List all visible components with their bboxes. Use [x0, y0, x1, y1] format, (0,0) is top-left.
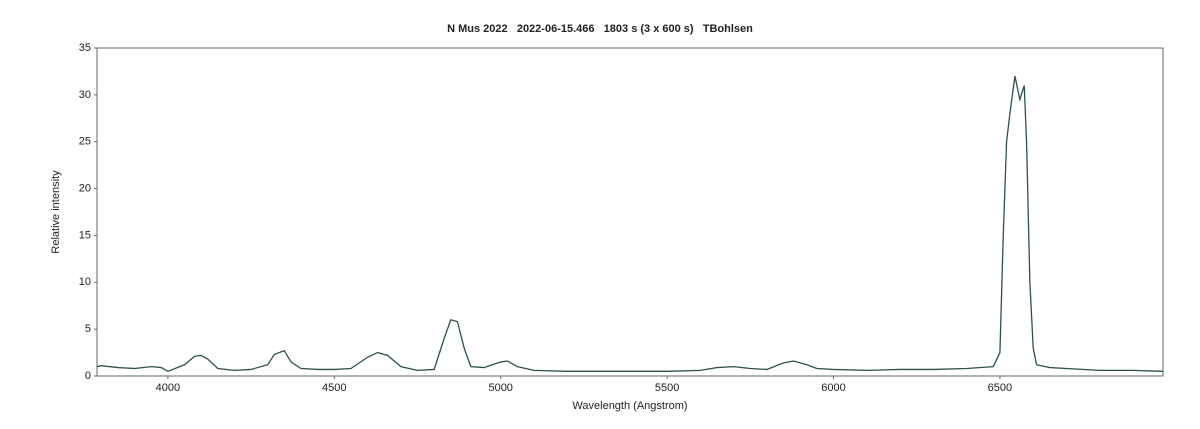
y-tick-label: 30 — [79, 89, 91, 101]
x-tick-label: 4500 — [322, 382, 346, 394]
y-axis-label: Relative intensity — [50, 170, 62, 254]
x-tick-label: 5000 — [488, 382, 512, 394]
x-tick-label: 4000 — [156, 382, 180, 394]
y-tick-label: 35 — [79, 42, 91, 54]
plot-frame — [96, 47, 1164, 377]
spectrum-line — [96, 75, 1164, 373]
y-tick-label: 10 — [79, 276, 91, 288]
x-tick-label: 6500 — [988, 382, 1012, 394]
x-tick-label: 5500 — [655, 382, 679, 394]
y-tick-label: 15 — [79, 229, 91, 241]
x-axis-label: Wavelength (Angstrom) — [572, 400, 687, 412]
y-tick-label: 25 — [79, 136, 91, 148]
y-tick-label: 5 — [85, 323, 91, 335]
y-tick-label: 20 — [79, 182, 91, 194]
x-tick-label: 6000 — [821, 382, 845, 394]
y-tick-label: 0 — [85, 370, 91, 382]
chart-title: N Mus 2022 2022-06-15.466 1803 s (3 x 60… — [447, 23, 753, 35]
